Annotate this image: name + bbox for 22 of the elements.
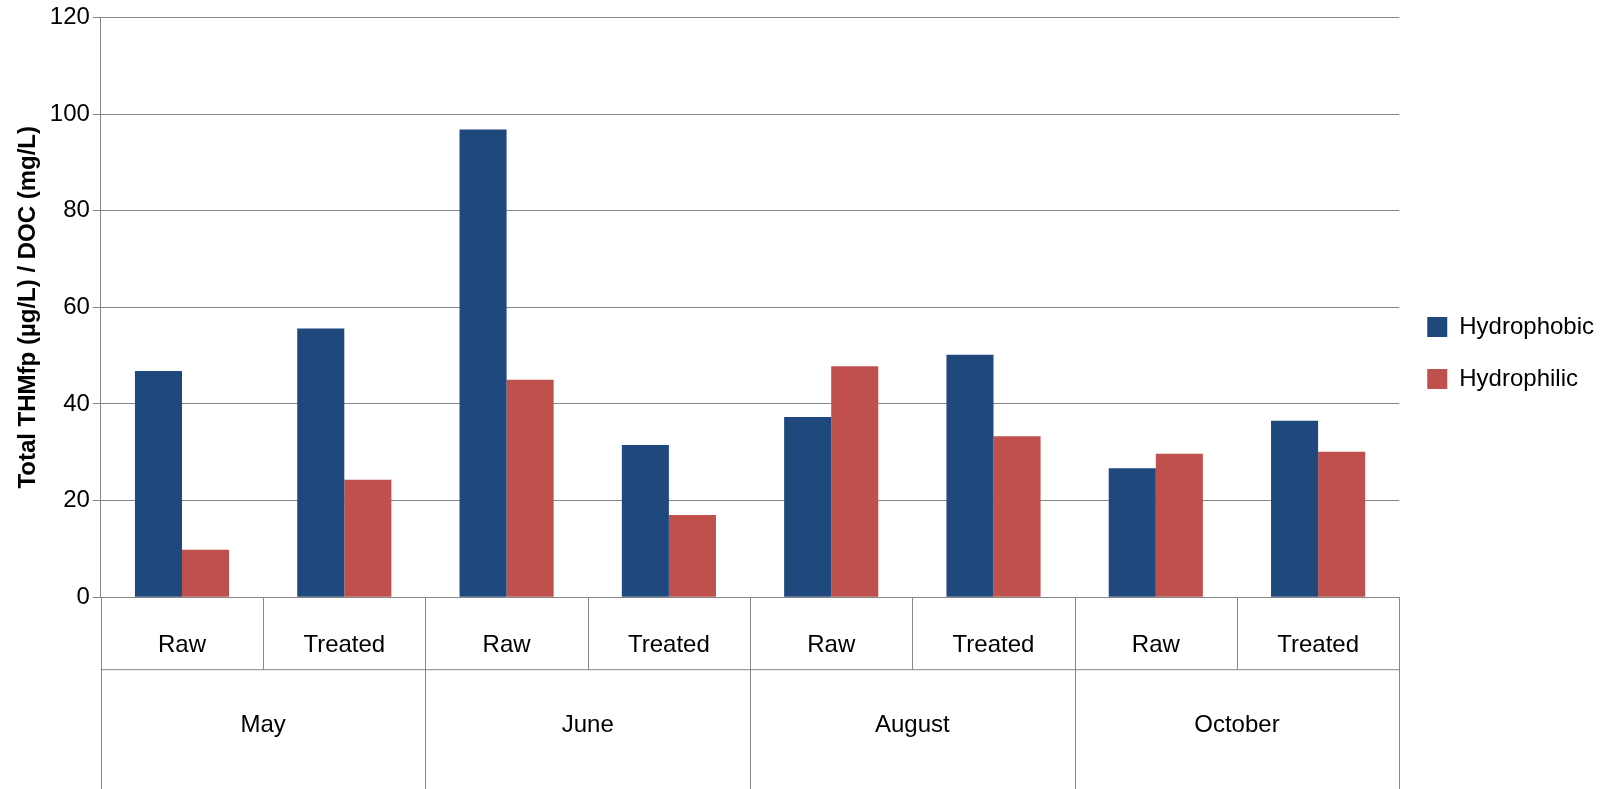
x-tick-label: Treated [1277, 630, 1360, 658]
x-tick-label: Treated [952, 630, 1035, 658]
x-tick-label: Raw [807, 630, 856, 658]
x-tick-label: Raw [1131, 630, 1181, 658]
y-tick-label: 20 [63, 485, 90, 513]
x-tick-label: Treated [627, 630, 710, 658]
y-tick-label: 60 [63, 291, 90, 319]
y-axis-title: Total THMfp (µg/L) / DOC (mg/L) [13, 125, 41, 489]
legend-label: Hydrophilic [1459, 363, 1578, 391]
y-tick-label: 100 [49, 98, 90, 126]
x-tick-label: Treated [303, 630, 386, 658]
y-tick-label: 0 [76, 581, 90, 609]
text: June [561, 709, 614, 737]
y-tick-label: 40 [63, 388, 90, 416]
x-tick-label: Raw [157, 630, 207, 658]
text: October [1194, 709, 1280, 737]
text: May [240, 709, 286, 737]
y-tick-label: 80 [63, 195, 90, 223]
x-tick-label: Raw [482, 630, 532, 658]
text: August [874, 709, 951, 737]
y-tick-label: 120 [49, 2, 90, 30]
legend-label: Hydrophobic [1459, 311, 1595, 339]
